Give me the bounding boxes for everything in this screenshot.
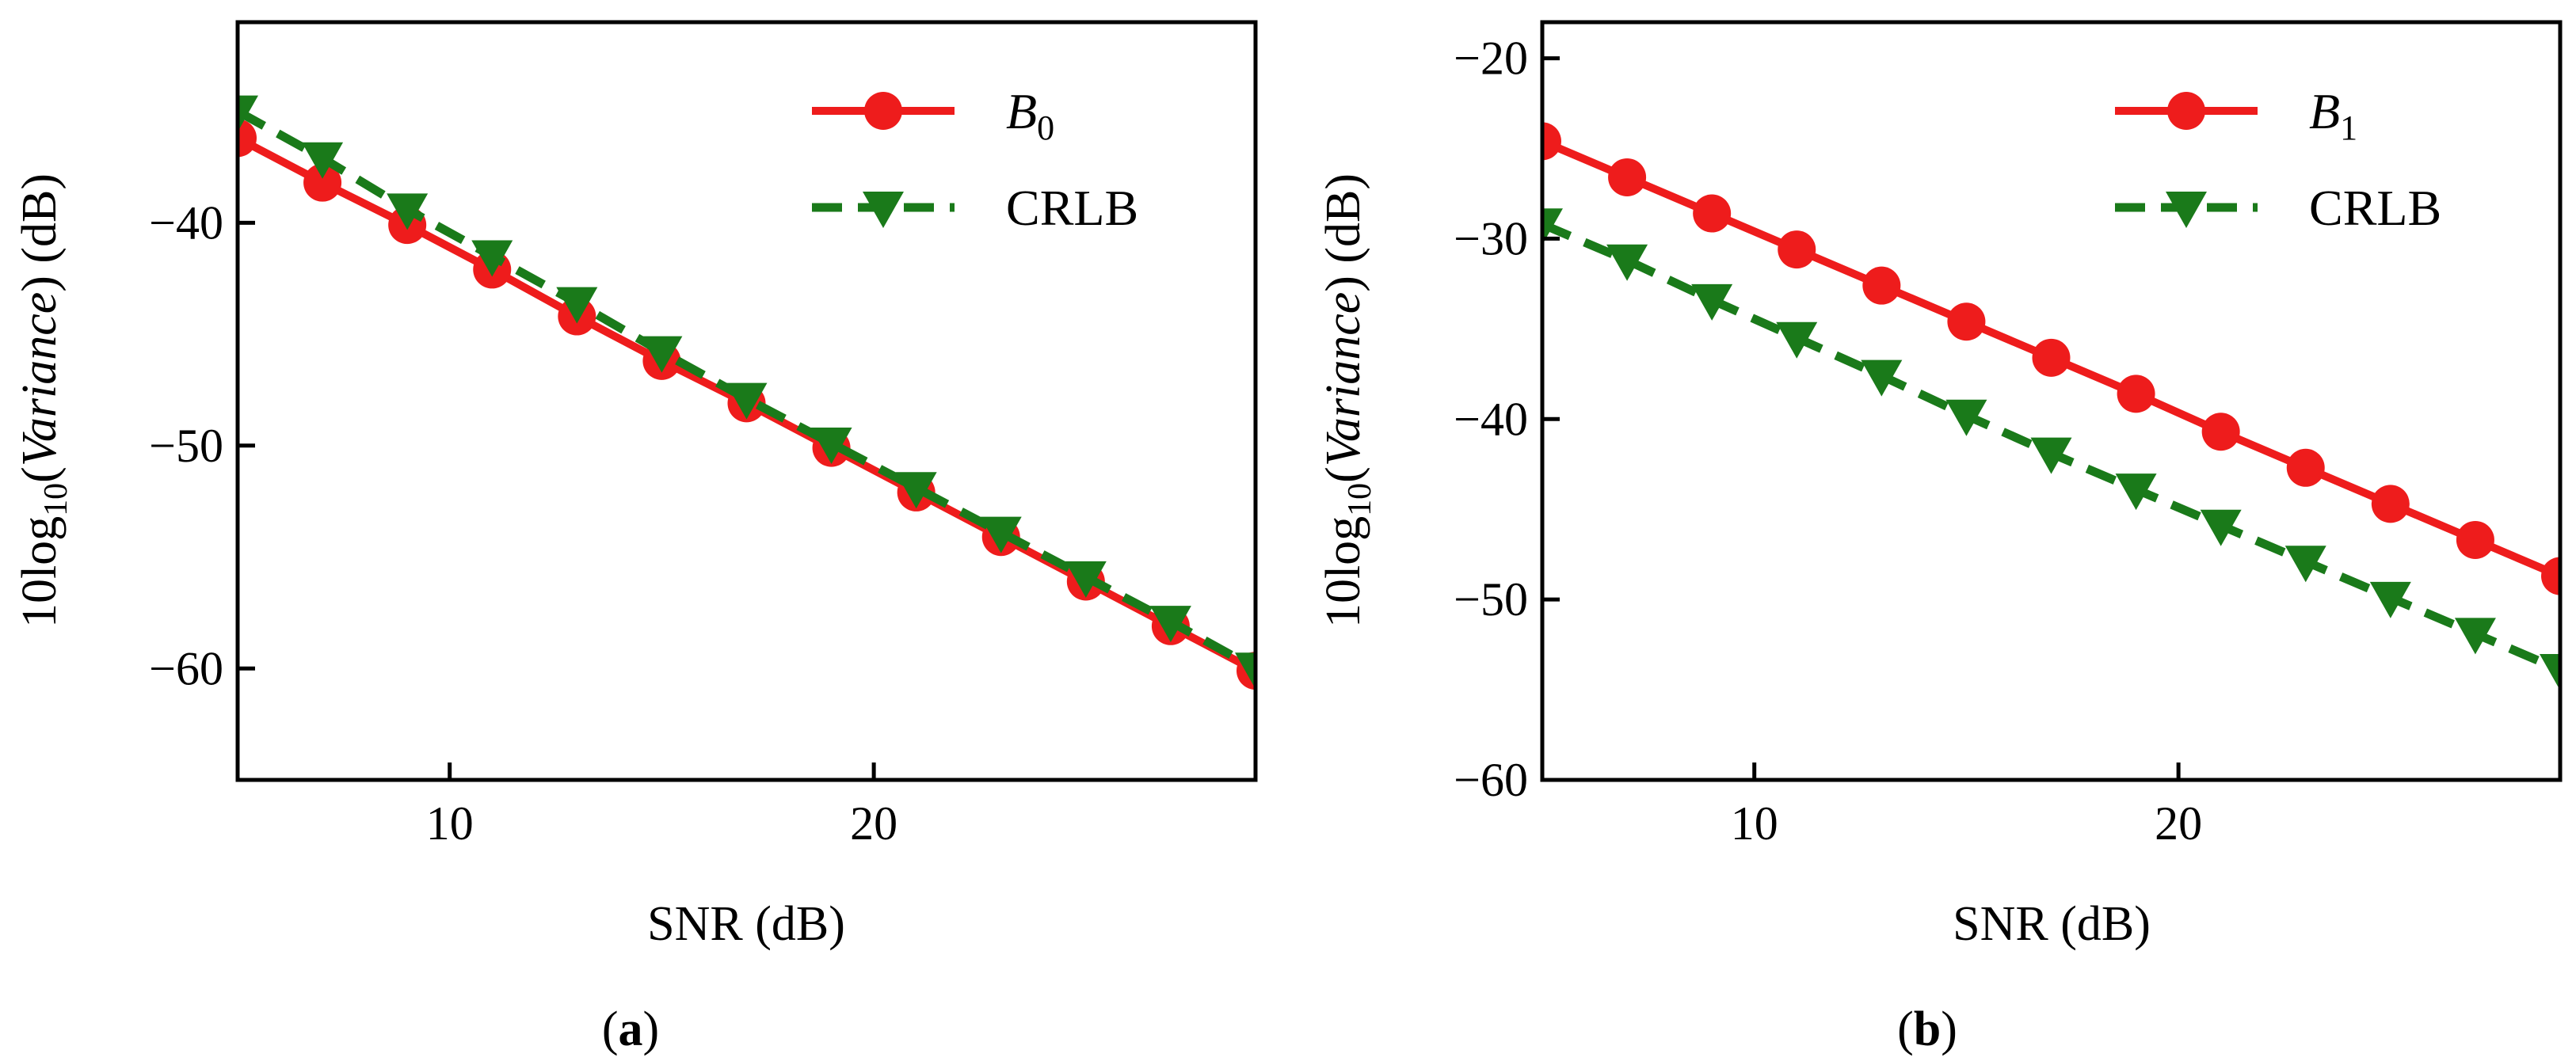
data-point-b1-19 bbox=[2117, 375, 2155, 413]
data-point-crlb-5 bbox=[1542, 208, 1563, 245]
plot-area-b bbox=[1542, 122, 2560, 691]
y-tick-label--60: −60 bbox=[149, 642, 223, 694]
x-tick-label-10: 10 bbox=[1731, 797, 1778, 850]
data-point-b1-9 bbox=[1693, 194, 1732, 233]
data-point-crlb-17 bbox=[726, 382, 768, 420]
y-axis-label-b: 10log10(Variance) (dB) bbox=[1317, 173, 1378, 628]
data-point-crlb-9 bbox=[1691, 283, 1733, 321]
data-point-b1-13 bbox=[1862, 266, 1901, 305]
chart-panel-b: −60 −50 −40 −30 −20 10 20 SNR (dB) 10log10(Va… bbox=[1317, 20, 2563, 1056]
x-axis-label-b: SNR (dB) bbox=[1953, 897, 2151, 951]
data-point-b1-7 bbox=[1608, 158, 1647, 196]
y-tick-label--30: −30 bbox=[1454, 212, 1528, 264]
data-point-crlb-25 bbox=[1065, 561, 1107, 598]
y-tick-label--20: −20 bbox=[1454, 32, 1528, 85]
legend-label-0: B0 bbox=[1006, 83, 1054, 147]
data-point-crlb-23 bbox=[2284, 546, 2326, 583]
y-tick-label--50: −50 bbox=[1454, 573, 1528, 626]
legend-label-1: CRLB bbox=[1006, 180, 1138, 236]
data-point-crlb-11 bbox=[1776, 321, 1818, 359]
data-point-crlb-27 bbox=[1149, 606, 1191, 643]
data-point-b1-25 bbox=[2371, 485, 2410, 523]
y-tick-labels-a: −60 −50 −40 bbox=[149, 196, 223, 694]
axes-frame-b bbox=[1540, 20, 2563, 782]
data-point-b0-5 bbox=[238, 119, 257, 158]
x-tick-labels-b: 10 20 bbox=[1731, 797, 2202, 850]
data-point-crlb-15 bbox=[641, 336, 683, 373]
data-point-crlb-25 bbox=[2369, 581, 2411, 618]
y-axis-label-a: 10log10(Variance) (dB) bbox=[13, 173, 74, 628]
x-tick-label-10: 10 bbox=[426, 797, 474, 850]
y-tick-label--40: −40 bbox=[149, 196, 223, 249]
data-point-crlb-19 bbox=[810, 427, 852, 464]
data-point-b1-11 bbox=[1778, 230, 1816, 269]
data-point-crlb-13 bbox=[1861, 359, 1903, 397]
data-point-b1-23 bbox=[2286, 448, 2325, 487]
legend-marker-0 bbox=[864, 92, 902, 130]
y-tick-label--60: −60 bbox=[1454, 754, 1528, 806]
data-point-crlb-21 bbox=[895, 472, 937, 509]
data-point-crlb-19 bbox=[2115, 473, 2157, 511]
tick-marks-a bbox=[238, 220, 876, 780]
data-point-crlb-17 bbox=[2030, 437, 2072, 474]
legend-marker-1 bbox=[863, 192, 904, 228]
legend-label-0: B1 bbox=[2309, 83, 2357, 147]
data-point-crlb-7 bbox=[1606, 244, 1648, 281]
data-point-crlb-15 bbox=[1945, 399, 1987, 436]
caption-b: (b) bbox=[1897, 1002, 1957, 1056]
x-tick-label-20: 20 bbox=[850, 797, 897, 850]
plot-area-a bbox=[238, 95, 1256, 690]
data-point-crlb-13 bbox=[556, 287, 598, 324]
data-point-b1-29 bbox=[2541, 557, 2560, 595]
data-point-crlb-29 bbox=[1235, 652, 1256, 690]
data-point-b1-17 bbox=[2032, 338, 2071, 377]
data-point-crlb-21 bbox=[2200, 509, 2242, 546]
chart-panel-a: −60 −50 −40 10 20 SNR (dB) 10log10(Variance… bbox=[13, 20, 1258, 1056]
legend-marker-1 bbox=[2166, 192, 2207, 228]
legend-marker-0 bbox=[2167, 92, 2205, 130]
data-point-crlb-9 bbox=[387, 193, 429, 230]
data-point-crlb-11 bbox=[471, 240, 513, 277]
data-point-crlb-23 bbox=[980, 516, 1022, 553]
data-point-b1-5 bbox=[1542, 122, 1561, 161]
axes-frame-a bbox=[235, 20, 1258, 782]
tick-marks-b bbox=[1542, 56, 2181, 782]
legend-label-1: CRLB bbox=[2309, 180, 2441, 236]
data-point-crlb-7 bbox=[302, 142, 344, 179]
data-point-b0-7 bbox=[303, 163, 342, 202]
y-tick-labels-b: −60 −50 −40 −30 −20 bbox=[1454, 32, 1528, 806]
x-tick-labels-a: 10 20 bbox=[426, 797, 897, 850]
legend-a: B0 CRLB bbox=[812, 83, 1138, 236]
data-point-b1-15 bbox=[1947, 302, 1986, 341]
data-point-b1-21 bbox=[2201, 413, 2240, 451]
y-tick-label--50: −50 bbox=[149, 420, 223, 472]
legend-b: B1 CRLB bbox=[2115, 83, 2441, 236]
x-tick-label-20: 20 bbox=[2155, 797, 2202, 850]
data-point-crlb-5 bbox=[238, 95, 258, 132]
data-point-b1-27 bbox=[2456, 520, 2494, 559]
data-point-crlb-29 bbox=[2540, 654, 2560, 691]
caption-a: (a) bbox=[602, 1002, 659, 1056]
data-point-crlb-27 bbox=[2454, 618, 2496, 655]
y-tick-label--40: −40 bbox=[1454, 393, 1528, 445]
x-axis-label-a: SNR (dB) bbox=[647, 897, 845, 951]
